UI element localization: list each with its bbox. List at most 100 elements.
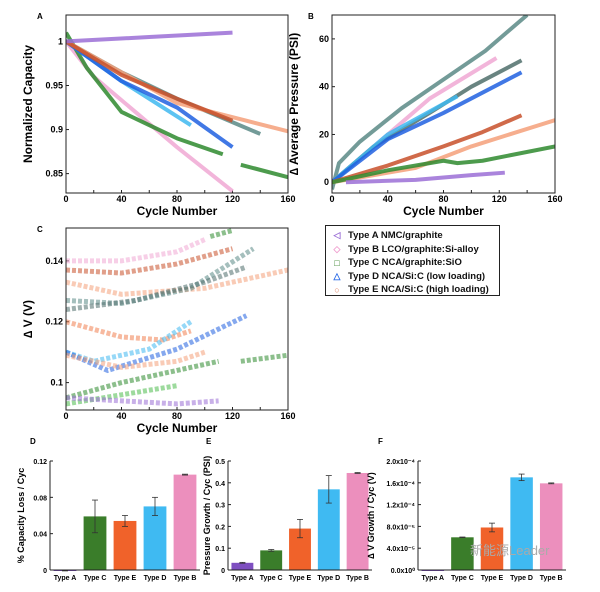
legend-item-type-d: △ Type D NCA/Si:C (low loading) xyxy=(331,270,499,284)
x-tick-label: 0 xyxy=(329,194,334,204)
plot-frame xyxy=(331,14,556,194)
y-tick-label: 0.85 xyxy=(45,169,63,179)
y-tick-label: 1.2x10⁻⁴ xyxy=(386,503,415,510)
y-tick-label: 0.4 xyxy=(215,481,225,488)
series-type-b-markers xyxy=(66,237,206,264)
legend-item-type-b: ◇ Type B LCO/graphite:Si-alloy xyxy=(331,243,499,257)
bar-type-c xyxy=(451,537,474,570)
bar-type-b xyxy=(346,472,369,570)
series-type-c-top-markers xyxy=(209,228,234,239)
panel-label-d: D xyxy=(30,437,36,446)
series-type-e-markers xyxy=(66,246,234,276)
x-tick-label: Type C xyxy=(260,575,283,582)
x-tick-label: Type E xyxy=(481,575,504,582)
panel-label-a: A xyxy=(37,12,43,21)
y-tick-label: 40 xyxy=(319,82,329,92)
x-tick-label: Type E xyxy=(289,575,312,582)
y-tick-label: 0.08 xyxy=(33,495,47,502)
triangle-left-marker-icon: ◁ xyxy=(333,230,341,241)
y-axis-title: ∆ V (V) xyxy=(21,300,35,338)
x-tick-label: Type A xyxy=(54,575,77,582)
x-tick-label: 0 xyxy=(63,411,68,421)
panel-label-f: F xyxy=(378,437,383,446)
legend-label: Type C NCA/graphite:SiO xyxy=(348,257,462,269)
y-tick-label: 0.3 xyxy=(215,503,225,510)
y-tick-label: 2.0x10⁻⁴ xyxy=(386,459,415,466)
x-tick-label: Type B xyxy=(346,575,369,582)
y-tick-label: 0 xyxy=(324,177,329,187)
y-axis-title: Pressure Growth / Cyc (PSI) xyxy=(202,456,212,576)
y-tick-label: 0.2 xyxy=(215,524,225,531)
y-tick-label: 20 xyxy=(319,129,329,139)
series-type-a xyxy=(345,170,505,185)
series-type-d xyxy=(66,39,234,149)
series-type-d-markers xyxy=(66,313,248,374)
bar-type-e xyxy=(480,527,504,570)
y-tick-label: 1 xyxy=(58,36,63,46)
bar-type-a xyxy=(231,562,254,570)
y-tick-label: 0 xyxy=(221,568,225,575)
y-tick-label: 0.14 xyxy=(45,256,63,266)
square-marker-icon: □ xyxy=(334,257,340,268)
legend-label: Type B LCO/graphite:Si-alloy xyxy=(348,243,479,255)
bar-type-e xyxy=(289,528,311,570)
legend: ◁ Type A NMC/graphite ◇ Type B LCO/graphit… xyxy=(325,225,500,296)
x-tick-label: 120 xyxy=(492,194,507,204)
bar-type-b xyxy=(539,483,563,570)
triangle-marker-icon: △ xyxy=(333,270,341,281)
legend-label: Type A NMC/graphite xyxy=(348,230,443,242)
y-axis-title: Normalized Capacity xyxy=(21,45,35,163)
diamond-marker-icon: ◇ xyxy=(333,243,341,254)
y-tick-label: 0.04 xyxy=(33,532,47,539)
x-tick-label: 80 xyxy=(172,194,182,204)
x-tick-label: Type B xyxy=(174,575,197,582)
y-tick-label: 0.9 xyxy=(50,125,63,135)
bar-type-c xyxy=(260,550,283,570)
x-tick-label: 80 xyxy=(438,194,448,204)
y-axis-title: ∆ V Growth / Cyc (V) xyxy=(366,472,376,559)
series-type-c xyxy=(66,31,224,157)
series-type-e-low-markers xyxy=(66,349,206,370)
series-type-c-cont--markers xyxy=(240,352,288,364)
x-tick-label: 120 xyxy=(225,411,240,421)
y-tick-label: 4.0x10⁻⁵ xyxy=(387,546,415,553)
legend-label: Type D NCA/Si:C (low loading) xyxy=(348,270,486,282)
bar-type-d xyxy=(510,477,533,570)
x-axis-title: Cycle Number xyxy=(137,421,218,435)
x-axis-title: Cycle Number xyxy=(137,204,218,218)
bar-type-d xyxy=(317,489,340,570)
series-type-c xyxy=(332,144,555,185)
bar-type-e xyxy=(113,520,137,570)
x-tick-label: Type D xyxy=(144,575,167,582)
x-tick-label: Type A xyxy=(422,575,445,582)
x-tick-label: Type A xyxy=(231,575,254,582)
plot-frame xyxy=(65,227,289,411)
bar-type-b xyxy=(173,474,197,570)
legend-item-type-e: ○ Type E NCA/Si:C (high loading) xyxy=(331,283,499,297)
series-type-d xyxy=(332,70,523,184)
y-tick-label: 60 xyxy=(319,34,329,44)
y-tick-label: 0.1 xyxy=(50,378,63,388)
x-tick-label: 40 xyxy=(116,411,126,421)
series-type-b xyxy=(66,40,234,193)
series-type-c-markers xyxy=(66,358,220,401)
x-tick-label: 40 xyxy=(116,194,126,204)
panel-label-e: E xyxy=(206,437,212,446)
y-tick-label: 0 xyxy=(43,568,47,575)
x-tick-label: Type D xyxy=(510,575,533,582)
series-type-d-gray xyxy=(332,15,529,190)
y-tick-label: 0.0x10⁰ xyxy=(391,567,415,575)
y-tick-label: 0.95 xyxy=(45,80,63,90)
series-type-e-mid-markers xyxy=(66,319,192,343)
x-tick-label: Type B xyxy=(540,575,563,582)
legend-label: Type E NCA/Si:C (high loading) xyxy=(348,284,489,296)
x-tick-label: Type D xyxy=(317,575,340,582)
series-type-a xyxy=(66,30,233,44)
x-tick-label: 160 xyxy=(280,194,295,204)
x-tick-label: 80 xyxy=(172,411,182,421)
y-tick-label: 8.0x10⁻⁵ xyxy=(387,524,415,531)
legend-item-type-a: ◁ Type A NMC/graphite xyxy=(331,229,499,243)
series-type-a-markers xyxy=(66,395,219,407)
x-tick-label: 160 xyxy=(280,411,295,421)
